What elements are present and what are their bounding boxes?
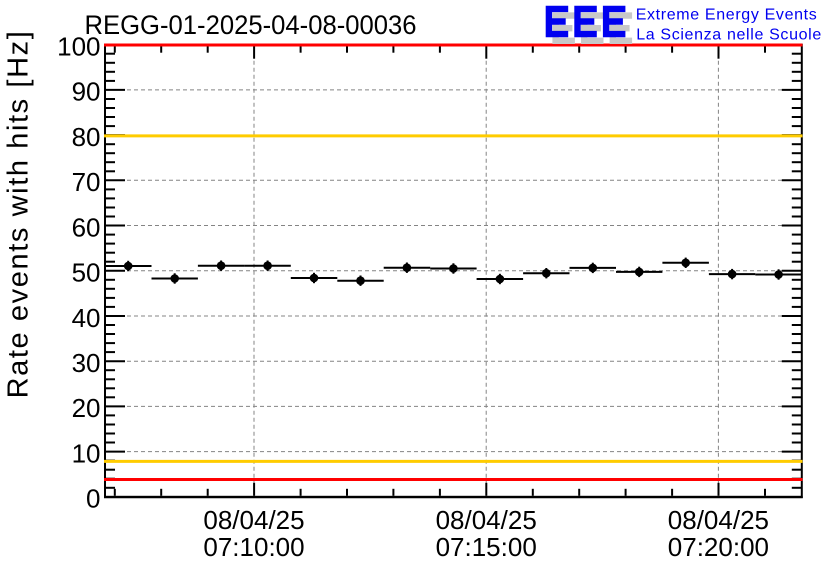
svg-text:60: 60 xyxy=(72,212,101,242)
svg-text:08/04/25: 08/04/25 xyxy=(668,505,769,535)
svg-text:20: 20 xyxy=(72,393,101,423)
svg-text:Extreme Energy Events: Extreme Energy Events xyxy=(636,6,818,23)
svg-text:REGG-01-2025-04-08-00036: REGG-01-2025-04-08-00036 xyxy=(85,9,417,40)
svg-text:10: 10 xyxy=(72,438,101,468)
svg-text:07:10:00: 07:10:00 xyxy=(203,532,304,562)
svg-text:07:20:00: 07:20:00 xyxy=(668,532,769,562)
svg-text:40: 40 xyxy=(72,303,101,333)
svg-text:100: 100 xyxy=(57,32,100,62)
svg-text:30: 30 xyxy=(72,348,101,378)
svg-text:07:15:00: 07:15:00 xyxy=(436,532,537,562)
svg-text:80: 80 xyxy=(72,122,101,152)
svg-text:08/04/25: 08/04/25 xyxy=(203,505,304,535)
svg-text:La Scienza nelle Scuole: La Scienza nelle Scuole xyxy=(636,26,822,43)
svg-text:90: 90 xyxy=(72,77,101,107)
svg-text:Rate events with hits [Hz]: Rate events with hits [Hz] xyxy=(3,30,35,399)
svg-text:70: 70 xyxy=(72,167,101,197)
svg-text:08/04/25: 08/04/25 xyxy=(436,505,537,535)
svg-text:0: 0 xyxy=(86,484,100,514)
svg-text:50: 50 xyxy=(72,258,101,288)
